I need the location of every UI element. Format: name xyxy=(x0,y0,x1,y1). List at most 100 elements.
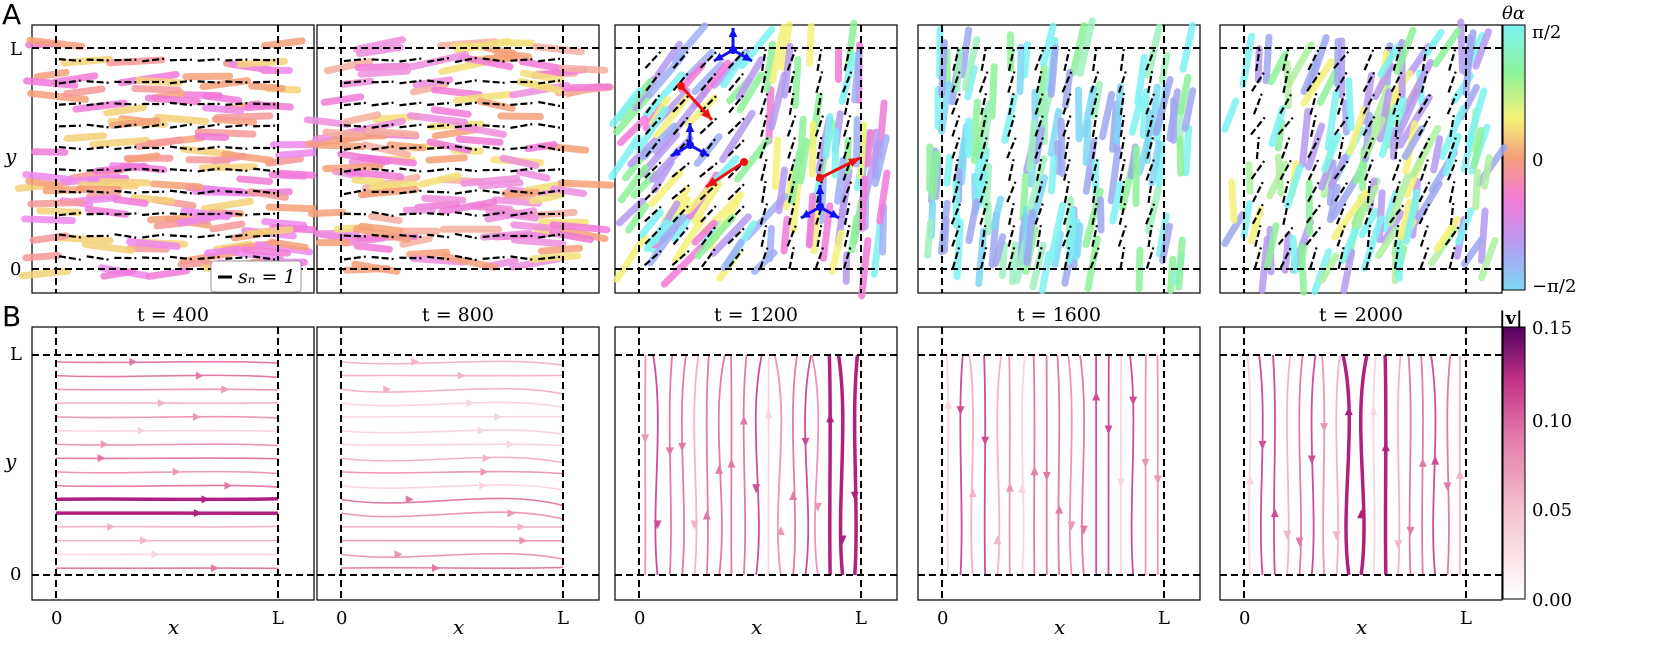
rod xyxy=(1047,44,1059,98)
rod xyxy=(659,213,688,244)
rod xyxy=(1155,212,1170,258)
director-dash xyxy=(672,226,689,246)
rod xyxy=(805,192,817,249)
defect-arrowhead xyxy=(706,177,718,187)
streamline-arrow xyxy=(1030,466,1039,476)
director-dash xyxy=(1008,203,1015,225)
rod xyxy=(924,219,934,259)
director-dash xyxy=(760,159,768,181)
x-tick-L: L xyxy=(557,608,569,629)
streamline-arrow xyxy=(210,564,219,573)
director-dash xyxy=(197,145,220,151)
rod xyxy=(144,94,201,106)
streamline xyxy=(55,360,279,364)
streamline-arrow xyxy=(1246,475,1255,485)
director-dash xyxy=(454,189,477,195)
rod xyxy=(1254,45,1263,84)
x-axis-label: x xyxy=(1054,615,1065,639)
director-dash xyxy=(371,58,394,62)
rod xyxy=(1387,173,1411,227)
director-dash xyxy=(399,256,422,260)
rod xyxy=(852,116,861,168)
rod xyxy=(678,62,706,93)
x-axis-label: x xyxy=(168,615,179,639)
streamline-arrow xyxy=(1332,531,1341,541)
streamline xyxy=(55,374,279,379)
rod xyxy=(1472,168,1481,211)
director-dash xyxy=(1034,49,1045,71)
rod xyxy=(145,267,191,280)
rod xyxy=(698,219,723,250)
streamline xyxy=(55,525,279,528)
rod xyxy=(780,42,794,99)
x-tick-0: 0 xyxy=(1239,608,1250,629)
rod xyxy=(789,173,803,234)
streamline-arrow xyxy=(157,399,166,408)
director-dash xyxy=(454,254,477,262)
streamline-arrow xyxy=(405,495,414,504)
rod xyxy=(185,156,232,164)
rod xyxy=(352,225,411,243)
streamline-arrow xyxy=(172,467,181,476)
rod xyxy=(354,62,411,72)
rod xyxy=(712,155,740,184)
rod xyxy=(797,115,807,162)
defect-arm-head xyxy=(728,28,738,38)
streamline xyxy=(717,354,726,576)
streamline-arrow xyxy=(411,357,420,366)
director-dash xyxy=(1252,181,1264,203)
streamline-arrow xyxy=(789,490,798,500)
director-dash xyxy=(728,248,744,268)
director-dash xyxy=(142,123,165,129)
rod xyxy=(1047,155,1058,195)
director-dash xyxy=(1252,93,1263,115)
y-tick-L-bottom: L xyxy=(10,344,22,365)
rod xyxy=(61,173,121,186)
rod xyxy=(654,40,683,79)
streamline-arrow xyxy=(826,413,835,423)
rod xyxy=(1478,236,1499,282)
x-tick-0: 0 xyxy=(937,608,948,629)
rod xyxy=(198,163,258,172)
director-dash xyxy=(142,211,165,217)
rod xyxy=(851,49,863,104)
rod xyxy=(1461,236,1485,268)
streamline-arrow xyxy=(1042,471,1051,481)
rod xyxy=(209,220,246,233)
director-dash xyxy=(1090,93,1099,115)
rod xyxy=(493,49,533,61)
time-label-1: t = 400 xyxy=(137,304,209,326)
rod xyxy=(399,234,433,248)
director-dash xyxy=(427,146,450,150)
director-dash xyxy=(371,167,394,173)
rod xyxy=(964,64,978,101)
rod xyxy=(1073,222,1084,258)
director-dash xyxy=(538,189,561,195)
director-dash xyxy=(1145,247,1155,269)
streamline xyxy=(1335,354,1341,576)
rod xyxy=(862,139,882,198)
rod xyxy=(22,251,62,262)
director-dash xyxy=(1336,225,1346,247)
director-dash xyxy=(482,57,505,63)
streamline-arrow xyxy=(224,481,233,490)
director-dash xyxy=(1364,203,1374,225)
rod xyxy=(845,19,858,68)
streamline xyxy=(1056,354,1061,576)
director-dash xyxy=(1255,136,1260,160)
rod xyxy=(27,89,89,103)
director-dash xyxy=(699,183,718,201)
director-dash xyxy=(169,79,192,85)
rod xyxy=(194,128,257,138)
rod xyxy=(1285,41,1315,88)
rod xyxy=(1175,236,1186,291)
director-dash xyxy=(427,102,450,106)
director-dash xyxy=(225,124,248,128)
rod xyxy=(817,174,827,225)
director-dash xyxy=(538,79,561,85)
rod xyxy=(303,116,352,128)
rod xyxy=(1158,51,1171,85)
panel-velocity-4 xyxy=(917,326,1201,601)
rod xyxy=(1038,251,1053,295)
director-dash xyxy=(510,189,533,195)
